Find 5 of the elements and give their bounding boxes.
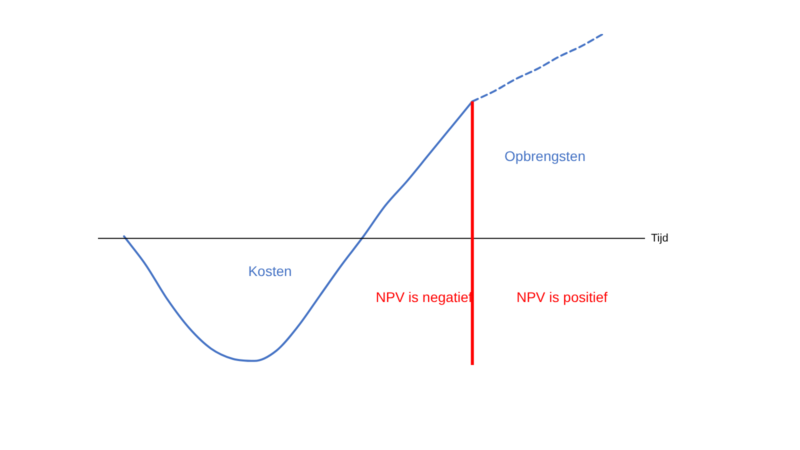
annotation: NPV is negatief: [376, 288, 472, 305]
x-axis-title: Tijd: [651, 232, 668, 244]
annotation: Opbrengsten: [504, 148, 586, 164]
annotation: NPV is positief: [516, 288, 608, 305]
annotation: Kosten: [248, 262, 292, 279]
